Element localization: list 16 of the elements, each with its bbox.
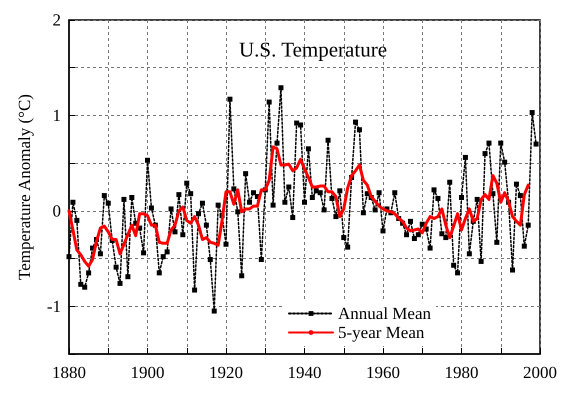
x-tick-label: 1900 [130, 363, 164, 382]
y-tick-label: 2 [52, 10, 61, 30]
x-tick-label: 1980 [444, 363, 478, 382]
line-series [68, 145, 530, 268]
x-tick-label: 1920 [209, 363, 243, 382]
legend-label: 5-year Mean [338, 323, 425, 342]
x-tick-label: 1880 [52, 363, 86, 382]
y-tick-label: -1 [46, 296, 61, 316]
x-tick-label: 1960 [366, 363, 400, 382]
y-axis-title: Temperature Anomaly (°C) [15, 94, 34, 280]
y-tick-label: 1 [52, 106, 61, 125]
x-tick-label: 1940 [288, 363, 322, 382]
text: U.S. Temperature [238, 38, 388, 62]
y-tick-label: 0 [52, 201, 61, 220]
legend-label: Annual Mean [338, 304, 432, 323]
x-tick-label: 2000 [523, 363, 557, 382]
